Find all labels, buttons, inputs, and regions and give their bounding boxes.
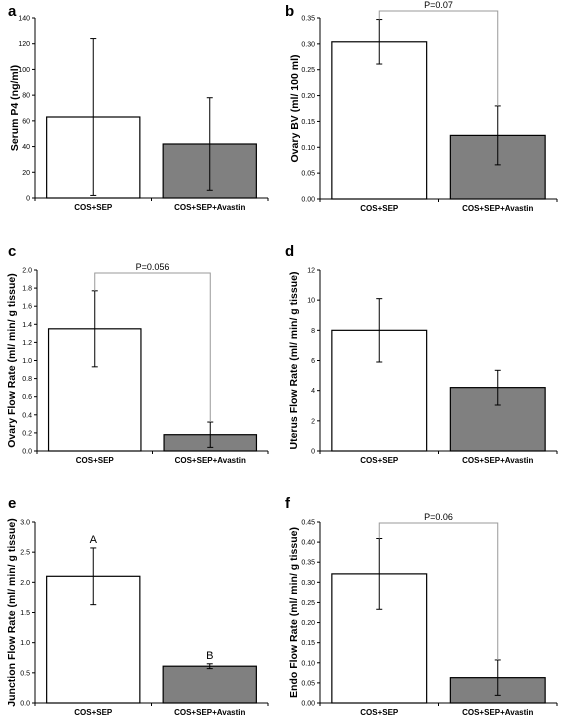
y-axis-label: Endo Flow Rate (ml/ min/ g tissue): [288, 527, 300, 698]
y-tick-label: 0.30: [301, 580, 315, 587]
y-axis-label: Junction Flow Rate (ml/ min/ g tissue): [6, 518, 18, 706]
y-tick-label: 80: [22, 93, 30, 100]
y-tick-label: 10: [307, 298, 315, 305]
y-tick-label: 1.2: [22, 340, 32, 347]
panel-letter: a: [8, 3, 17, 20]
significance-bracket: [378, 522, 499, 660]
chart-panel-c: c Ovary Flow Rate (ml/ min/ g tissue) 0.0 0…: [6, 243, 269, 465]
category-label-2: COS+SEP+Avastin: [174, 203, 245, 212]
panel-letter: c: [8, 243, 16, 260]
y-tick-label: 1.0: [22, 358, 32, 365]
y-tick-label: 0.2: [22, 430, 32, 437]
bar-letter-label-1: A: [90, 534, 98, 546]
panel-letter: b: [285, 3, 294, 20]
category-label-1: COS+SEP: [360, 708, 399, 717]
y-axis-label: Ovary BV (ml/ 100 ml): [289, 55, 301, 163]
y-tick-label: 0.4: [22, 412, 32, 419]
y-tick-label: 12: [307, 268, 315, 275]
y-tick-label: 1.4: [22, 322, 32, 329]
y-tick-label: 6: [311, 358, 315, 365]
y-tick-label: 1.6: [22, 304, 32, 311]
y-tick-label: 2.0: [20, 580, 30, 587]
significance-bracket: [94, 272, 211, 423]
y-tick-label: 0.40: [301, 540, 315, 547]
bar-1: [331, 41, 428, 200]
y-tick-label: 120: [18, 41, 30, 48]
y-tick-label: 0: [26, 196, 30, 203]
y-tick-label: 0.25: [301, 600, 315, 607]
panel-letter: f: [285, 495, 291, 512]
category-label-2: COS+SEP+Avastin: [175, 456, 246, 465]
category-label-1: COS+SEP: [74, 203, 113, 212]
p-value-label: P=0.056: [136, 262, 170, 272]
y-tick-label: 0.30: [301, 41, 315, 48]
y-tick-label: 0.00: [301, 197, 315, 204]
y-tick-label: 0: [311, 449, 315, 456]
category-label-1: COS+SEP: [76, 456, 115, 465]
y-tick-label: 0.6: [22, 394, 32, 401]
y-tick-label: 0.20: [301, 93, 315, 100]
y-tick-label: 0.05: [301, 680, 315, 687]
panel-letter: d: [285, 243, 294, 260]
y-tick-label: 0.0: [20, 701, 30, 708]
chart-panel-b: b Ovary BV (ml/ 100 ml) 0.00 0.05 0.10 0.15 0.…: [285, 0, 558, 213]
y-tick-label: 2.0: [22, 268, 32, 275]
y-axis-label: Uterus Flow Rate (ml/ min/ g tissue): [288, 272, 300, 450]
category-label-2: COS+SEP+Avastin: [462, 708, 533, 717]
bar-2: [162, 665, 257, 704]
y-tick-label: 100: [18, 67, 30, 74]
y-tick-label: 0.25: [301, 67, 315, 74]
y-tick-label: 0.35: [301, 560, 315, 567]
category-label-2: COS+SEP+Avastin: [462, 456, 533, 465]
y-tick-label: 140: [18, 16, 30, 23]
y-tick-label: 0.00: [301, 701, 315, 708]
category-label-2: COS+SEP+Avastin: [462, 204, 533, 213]
y-tick-label: 2: [311, 418, 315, 425]
category-label-1: COS+SEP: [74, 708, 113, 717]
y-tick-label: 0.8: [22, 376, 32, 383]
y-tick-label: 0.45: [301, 520, 315, 527]
y-tick-label: 1.0: [20, 640, 30, 647]
y-tick-label: 40: [22, 144, 30, 151]
p-value-label: P=0.07: [424, 0, 453, 10]
y-tick-label: 0.10: [301, 660, 315, 667]
y-tick-label: 4: [311, 388, 315, 395]
p-value-label: P=0.06: [424, 512, 453, 522]
category-label-1: COS+SEP: [360, 204, 399, 213]
y-tick-label: 0.35: [301, 16, 315, 23]
y-tick-label: 0.15: [301, 119, 315, 126]
chart-panel-a: a Serum P4 (ng/ml) 0 20 40 60 80 100 120 140 COS+S…: [8, 3, 269, 212]
y-tick-label: 1.5: [20, 610, 30, 617]
y-axis-label: Ovary Flow Rate (ml/ min/ g tissue): [6, 273, 18, 447]
y-tick-label: 0.5: [20, 670, 30, 677]
y-tick-label: 0.0: [22, 449, 32, 456]
category-label-2: COS+SEP+Avastin: [174, 708, 245, 717]
y-tick-label: 0.20: [301, 620, 315, 627]
bar-letter-label-2: B: [206, 650, 213, 662]
chart-panel-f: f Endo Flow Rate (ml/ min/ g tissue)0.00 0…: [285, 495, 558, 717]
chart-panel-e: e Junction Flow Rate (ml/ min/ g tissue) 0…: [6, 495, 269, 717]
y-tick-label: 60: [22, 118, 30, 125]
panel-letter: e: [8, 495, 16, 512]
y-tick-label: 0.05: [301, 171, 315, 178]
significance-bracket: [378, 10, 499, 106]
y-tick-label: 0.10: [301, 145, 315, 152]
y-tick-label: 8: [311, 328, 315, 335]
y-tick-label: 3.0: [20, 520, 30, 527]
y-tick-label: 0.15: [301, 640, 315, 647]
y-axis-label: Serum P4 (ng/ml): [9, 65, 21, 151]
category-label-1: COS+SEP: [360, 456, 399, 465]
y-tick-label: 2.5: [20, 550, 30, 557]
chart-panel-d: d Uterus Flow Rate (ml/ min/ g tissue) 0 2 4…: [285, 243, 558, 465]
y-tick-label: 1.8: [22, 286, 32, 293]
y-tick-label: 20: [22, 170, 30, 177]
